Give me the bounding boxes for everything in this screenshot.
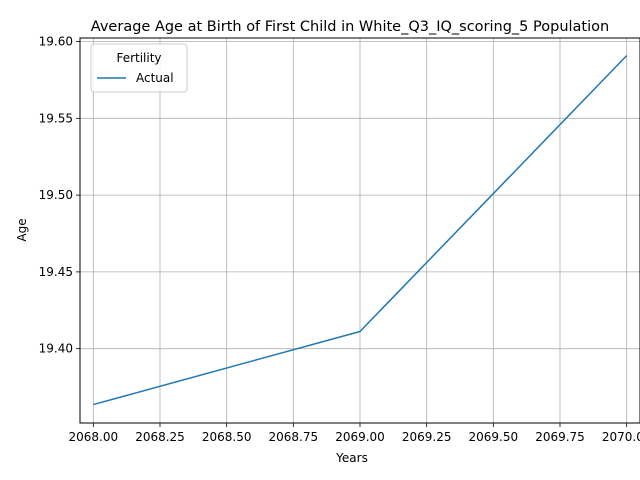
x-tick-label: 2070.00	[602, 430, 640, 444]
legend-box	[90, 43, 188, 93]
y-tick-label: 19.45	[39, 265, 73, 279]
x-axis-label: Years	[335, 451, 368, 465]
plot-lines	[93, 55, 628, 406]
y-tick-label: 19.60	[39, 35, 73, 49]
y-tick-label: 19.55	[39, 111, 73, 125]
series-line-actual	[93, 55, 628, 406]
x-axis-ticks: 2068.00 2068.25 2068.50 2068.75 2069.00 2069.…	[69, 423, 640, 444]
x-tick-label: 2068.00	[69, 430, 119, 444]
x-tick-label: 2069.75	[535, 430, 585, 444]
legend: Fertility Actual	[90, 43, 188, 93]
x-tick-label: 2069.00	[335, 430, 385, 444]
legend-title: Fertility	[116, 51, 161, 65]
chart-title: Average Age at Birth of First Child in W…	[91, 19, 609, 35]
x-tick-label: 2069.50	[469, 430, 519, 444]
x-tick-label: 2068.25	[135, 430, 185, 444]
y-axis-ticks: 19.40 19.45 19.50 19.55 19.60	[39, 35, 80, 356]
x-tick-label: 2068.50	[202, 430, 252, 444]
legend-entry-actual: Actual	[136, 71, 174, 85]
x-tick-label: 2068.75	[269, 430, 319, 444]
x-tick-label: 2069.25	[402, 430, 452, 444]
y-tick-label: 19.40	[39, 342, 73, 356]
grid	[80, 38, 640, 423]
y-tick-label: 19.50	[39, 188, 73, 202]
y-axis-label: Age	[15, 218, 29, 241]
